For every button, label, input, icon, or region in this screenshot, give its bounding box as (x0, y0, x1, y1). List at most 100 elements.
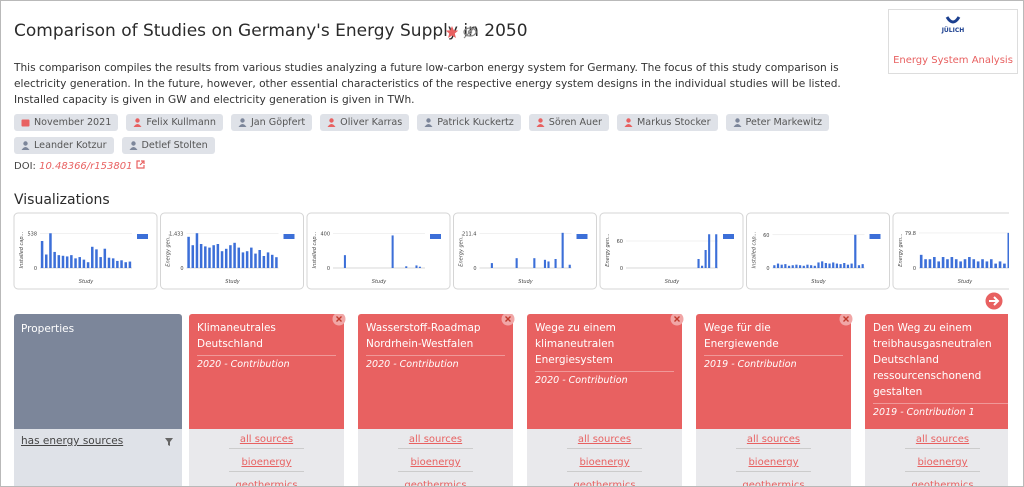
hidden-icon[interactable] (463, 26, 477, 39)
tag[interactable]: Oliver Karras (320, 114, 410, 131)
contribution-title[interactable]: Klimaneutrales Deutschland (197, 320, 336, 356)
cell-value-link[interactable]: all sources (905, 434, 980, 449)
bar (275, 257, 278, 268)
tag-text: Jan Göpfert (250, 117, 306, 128)
chart-thumbnail[interactable]: 0 60 Energy gen... Study (599, 212, 744, 290)
remove-button[interactable] (501, 314, 515, 326)
cell-value-link[interactable]: geothermics (229, 480, 304, 486)
cell-value-link[interactable]: all sources (229, 434, 304, 449)
person-head (734, 118, 740, 123)
contribution-title[interactable]: Wege für die Energiewende (704, 320, 843, 356)
cell-value-link[interactable]: bioenergy (736, 457, 811, 472)
bar (208, 247, 211, 268)
bar (561, 232, 564, 268)
bar (490, 263, 493, 268)
bar (241, 252, 245, 268)
y-tick-label: 538 (27, 231, 37, 237)
tag-text: Markus Stocker (636, 117, 711, 128)
bar (547, 261, 550, 268)
remove-button[interactable] (839, 314, 853, 326)
person-icon (238, 118, 247, 127)
legend-swatch (576, 234, 588, 239)
bar (989, 259, 993, 268)
contribution-cell: all sources bioenergy geothermics (189, 429, 344, 486)
remove-cross (505, 316, 511, 322)
contribution-header: Wege für die Energiewende 2019 - Contribu… (696, 314, 853, 429)
y-tick-label: 60 (617, 239, 623, 245)
logo-box[interactable]: JÜLICH Energy System Analysis (888, 9, 1018, 74)
bar (1007, 232, 1009, 268)
bar (224, 248, 228, 268)
property-name[interactable]: has energy sources (21, 435, 124, 447)
bar (937, 261, 941, 268)
bar (810, 265, 813, 268)
bar (817, 262, 820, 268)
tag[interactable]: Felix Kullmann (126, 114, 223, 131)
bar (216, 244, 220, 268)
cell-value-link[interactable]: all sources (567, 434, 642, 449)
cell-value-link[interactable]: all sources (398, 434, 473, 449)
legend-swatch (137, 234, 148, 239)
star-icon[interactable] (446, 26, 459, 38)
tag[interactable]: Markus Stocker (616, 114, 718, 131)
next-button[interactable] (985, 292, 1003, 310)
contribution-title[interactable]: Wasserstoff-Roadmap Nordrhein-Westfalen (366, 320, 505, 356)
bar (45, 254, 48, 268)
x-axis-label: Study (225, 279, 240, 285)
remove-button[interactable] (670, 314, 684, 326)
bar (254, 253, 257, 268)
bar (941, 257, 945, 268)
y-axis-label: Energy gen... (898, 233, 904, 266)
tag[interactable]: Leander Kotzur (14, 137, 114, 154)
remove-button[interactable] (332, 314, 346, 326)
cell-value-link[interactable]: bioenergy (567, 457, 642, 472)
bar (959, 261, 962, 268)
cell-value-link[interactable]: all sources (736, 434, 811, 449)
person-head (626, 118, 631, 123)
contribution-column: Wege für die Energiewende 2019 - Contribu… (696, 314, 853, 486)
cell-value-link[interactable]: bioenergy (905, 457, 980, 472)
contribution-cell: all sources bioenergy geothermics (696, 429, 851, 486)
logo-mark (945, 16, 961, 24)
remove-cross (674, 316, 680, 322)
bar (270, 254, 274, 268)
cell-value-link[interactable]: geothermics (567, 480, 642, 486)
chart-thumbnail[interactable]: 0 60 Installed cap... Study (746, 212, 890, 290)
external-link-icon[interactable] (136, 160, 145, 169)
tag[interactable]: Patrick Kuckertz (417, 114, 521, 131)
tag[interactable]: November 2021 (14, 114, 119, 131)
doi-link[interactable]: 10.48366/r153801 (39, 161, 133, 172)
cell-value-link[interactable]: geothermics (905, 480, 980, 486)
cell-value-link[interactable]: bioenergy (229, 457, 304, 472)
bar (111, 258, 115, 268)
contribution-title[interactable]: Den Weg zu einem treibhausgasneutralen D… (873, 320, 1008, 404)
y-tick-label: 0 (620, 266, 623, 272)
bar (798, 265, 802, 268)
bar (237, 247, 241, 268)
bar (835, 263, 839, 268)
cell-value-link[interactable]: geothermics (736, 480, 811, 486)
cell-value-link[interactable]: geothermics (398, 480, 473, 486)
bar (95, 249, 98, 268)
tag[interactable]: Jan Göpfert (230, 114, 313, 131)
bar (994, 263, 997, 268)
tag[interactable]: Detlef Stolten (121, 137, 215, 154)
bar (854, 234, 857, 268)
bar (57, 255, 61, 268)
logo-brand: JÜLICH (941, 27, 965, 34)
tag[interactable]: Sören Auer (528, 114, 609, 131)
person-head (538, 118, 543, 123)
tag[interactable]: Peter Markewitz (725, 114, 830, 131)
contribution-cell: all sources bioenergy geothermics (527, 429, 682, 486)
bar (715, 234, 718, 268)
filter-icon[interactable] (165, 438, 173, 446)
contribution-title[interactable]: Wege zu einem klimaneutralen Energiesyst… (535, 320, 674, 372)
cell-value-link[interactable]: bioenergy (398, 457, 473, 472)
contribution-column: Klimaneutrales Deutschland 2020 - Contrib… (189, 314, 346, 486)
